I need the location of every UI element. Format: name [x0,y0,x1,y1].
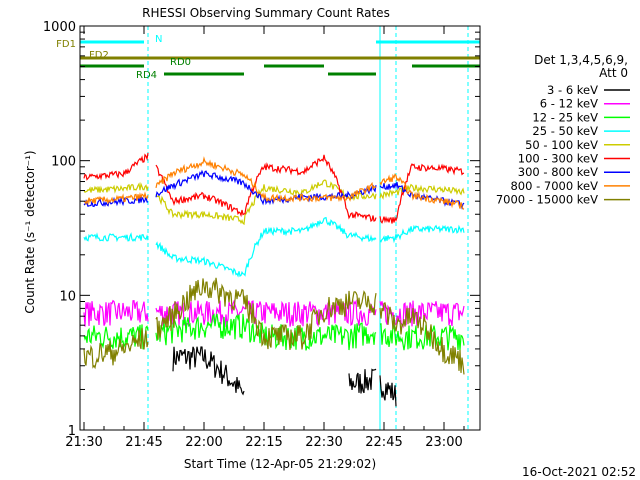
legend-header-line-1: Det 1,3,4,5,6,9, [534,53,628,67]
series-3-to-6kev-line-1 [348,368,377,394]
footer-timestamp: 16-Oct-2021 02:52 [522,465,636,479]
x-tick-label-5: 22:45 [365,435,402,450]
x-tick-label-6: 23:00 [425,435,462,450]
series-12-to-25kev-line-2 [379,323,465,351]
legend-label-2: 12 - 25 keV [532,110,598,124]
series-300-to-800kev-line-2 [379,182,465,210]
y-tick-label-3: 1000 [43,20,76,35]
plot-area-border [79,25,481,431]
legend-label-1: 6 - 12 keV [540,97,598,111]
series-100-to-300kev-line-2 [379,163,465,224]
legend-label-0: 3 - 6 keV [547,83,598,97]
series-12-to-25kev-line-0 [83,324,149,350]
state-bar-label-fd1: FD1 [56,39,76,50]
series-12-to-25kev-line-1 [155,313,377,351]
x-axis-label: Start Time (12-Apr-05 21:29:02) [184,457,376,471]
state-bar-label-n: N [155,34,162,45]
chart-title: RHESSI Observing Summary Count Rates [142,6,390,20]
x-tick-label-3: 22:15 [245,435,282,450]
series-800-to-7000kev-line-2 [379,173,465,210]
series-50-to-100kev-line-0 [83,182,149,194]
state-bar-label-fd2: FD2 [89,50,109,61]
series-6-to-12kev-line-0 [83,299,149,327]
series-25-to-50kev-line-1 [155,216,377,278]
x-tick-label-1: 21:45 [125,435,162,450]
series-3-to-6kev-line-0 [172,346,245,396]
series-7000-to-15000kev-line-2 [379,302,465,375]
legend-header-line-2: Att 0 [599,66,628,80]
legend-label-6: 300 - 800 keV [518,165,598,179]
legend-label-3: 25 - 50 keV [532,124,598,138]
legend-label-5: 100 - 300 keV [518,152,598,166]
series-50-to-100kev-line-2 [379,183,465,200]
legend-label-8: 7000 - 15000 keV [496,193,598,207]
series-7000-to-15000kev-line-0 [83,327,149,370]
series-100-to-300kev-line-0 [83,152,149,181]
x-tick-label-2: 22:00 [185,435,222,450]
axes-layer: 21:30 21:45 22:00 22:15 22:30 22:45 23:00 1 10 10… [43,20,480,450]
plot-frame [79,25,481,431]
series-300-to-800kev-line-1 [155,169,377,206]
series-3-to-6kev-line-2 [379,375,397,407]
state-bar-label-rd4: RD4 [136,70,157,81]
legend-label-7: 800 - 7000 keV [510,179,598,193]
legend-label-4: 50 - 100 keV [525,138,598,152]
x-tick-label-0: 21:30 [65,435,102,450]
state-bar-label-rd0: RD0 [170,57,191,68]
series-800-to-7000kev-line-1 [155,156,377,204]
data-layer: N FD1 FD2 RD0 RD4 [56,26,480,430]
y-tick-label-0: 1 [68,424,76,439]
series-800-to-7000kev-line-0 [83,191,149,206]
y-axis-label: Count Rate (s⁻¹ detector⁻¹) [23,150,37,313]
series-7000-to-15000kev-line-1 [155,277,377,350]
series-25-to-50kev-line-0 [83,232,149,243]
y-tick-label-2: 100 [51,155,76,170]
series-25-to-50kev-line-2 [379,224,465,244]
series-100-to-300kev-line-1 [155,154,377,223]
y-tick-label-1: 10 [59,289,76,304]
x-tick-label-4: 22:30 [305,435,342,450]
